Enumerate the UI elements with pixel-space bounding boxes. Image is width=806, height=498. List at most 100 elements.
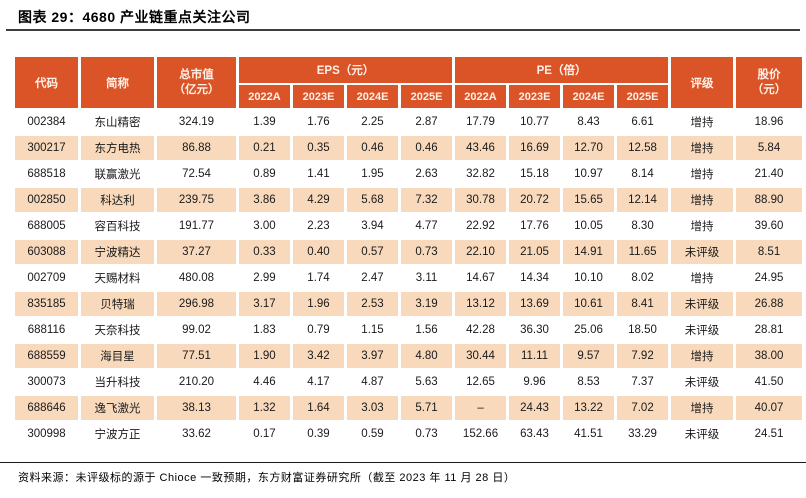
- cell-eps-2024e: 2.25: [347, 110, 398, 134]
- col-header-rating: 评级: [671, 57, 734, 108]
- col-group-pe: PE（倍）: [455, 57, 669, 83]
- cell-pe-2023e: 11.11: [509, 344, 561, 368]
- company-table: 代码 简称 总市值 （亿元） EPS（元） PE（倍） 评级 股价 （元） 20…: [12, 55, 805, 448]
- col-header-eps-2024e: 2024E: [347, 85, 398, 108]
- cell-rating: 未评级: [671, 370, 734, 394]
- cell-eps-2025e: 2.87: [401, 110, 453, 134]
- cell-name: 当升科技: [81, 370, 154, 394]
- cell-pe-2022a: 12.65: [455, 370, 507, 394]
- cell-rating: 未评级: [671, 318, 734, 342]
- market-cap-label-line2: （亿元）: [173, 83, 220, 96]
- cell-code: 002384: [15, 110, 78, 134]
- table-row: 002850 科达利 239.75 3.86 4.29 5.68 7.32 30.78 20.7…: [15, 188, 803, 212]
- cell-pe-2024e: 15.65: [563, 188, 615, 212]
- table-row: 002709 天赐材料 480.08 2.99 1.74 2.47 3.11 14.67 14.…: [15, 266, 803, 290]
- cell-eps-2023e: 0.40: [293, 240, 344, 264]
- cell-pe-2024e: 12.70: [563, 136, 615, 160]
- cell-pe-2022a: 13.12: [455, 292, 507, 316]
- cell-price: 18.96: [736, 110, 803, 134]
- cell-rating: 未评级: [671, 292, 734, 316]
- cell-pe-2022a: 152.66: [455, 422, 507, 446]
- cell-eps-2022a: 0.17: [239, 422, 290, 446]
- cell-code: 300998: [15, 422, 78, 446]
- cell-eps-2022a: 1.83: [239, 318, 290, 342]
- table-header: 代码 简称 总市值 （亿元） EPS（元） PE（倍） 评级 股价 （元） 20…: [15, 57, 803, 108]
- col-header-eps-2023e: 2023E: [293, 85, 344, 108]
- cell-pe-2023e: 16.69: [509, 136, 561, 160]
- cell-pe-2024e: 10.97: [563, 162, 615, 186]
- cell-eps-2023e: 2.23: [293, 214, 344, 238]
- cell-pe-2025e: 7.02: [617, 396, 669, 420]
- cell-eps-2025e: 0.73: [401, 422, 453, 446]
- cell-pe-2024e: 10.61: [563, 292, 615, 316]
- cell-name: 东山精密: [81, 110, 154, 134]
- cell-market-cap: 72.54: [157, 162, 236, 186]
- table-row: 688116 天奈科技 99.02 1.83 0.79 1.15 1.56 42.28 36.3…: [15, 318, 803, 342]
- table-row: 603088 宁波精达 37.27 0.33 0.40 0.57 0.73 22.10 21.0…: [15, 240, 803, 264]
- cell-pe-2025e: 18.50: [617, 318, 669, 342]
- cell-eps-2022a: 1.32: [239, 396, 290, 420]
- table-row: 688646 逸飞激光 38.13 1.32 1.64 3.03 5.71–24.43 13.…: [15, 396, 803, 420]
- cell-eps-2024e: 3.94: [347, 214, 398, 238]
- cell-price: 8.51: [736, 240, 803, 264]
- cell-pe-2022a: 22.92: [455, 214, 507, 238]
- cell-name: 贝特瑞: [81, 292, 154, 316]
- cell-pe-2025e: 33.29: [617, 422, 669, 446]
- cell-pe-2025e: 6.61: [617, 110, 669, 134]
- cell-price: 26.88: [736, 292, 803, 316]
- cell-eps-2022a: 0.21: [239, 136, 290, 160]
- market-cap-label-line1: 总市值: [179, 68, 214, 81]
- cell-eps-2024e: 1.95: [347, 162, 398, 186]
- cell-eps-2024e: 2.47: [347, 266, 398, 290]
- cell-pe-2022a: 42.28: [455, 318, 507, 342]
- cell-market-cap: 77.51: [157, 344, 236, 368]
- cell-price: 24.95: [736, 266, 803, 290]
- cell-market-cap: 296.98: [157, 292, 236, 316]
- cell-code: 688518: [15, 162, 78, 186]
- cell-pe-2023e: 14.34: [509, 266, 561, 290]
- cell-price: 38.00: [736, 344, 803, 368]
- cell-rating: 增持: [671, 344, 734, 368]
- cell-eps-2022a: 1.90: [239, 344, 290, 368]
- cell-eps-2025e: 5.63: [401, 370, 453, 394]
- cell-code: 002850: [15, 188, 78, 212]
- cell-eps-2025e: 7.32: [401, 188, 453, 212]
- cell-market-cap: 99.02: [157, 318, 236, 342]
- cell-pe-2023e: 21.05: [509, 240, 561, 264]
- cell-eps-2025e: 0.46: [401, 136, 453, 160]
- col-header-name: 简称: [81, 57, 154, 108]
- cell-code: 835185: [15, 292, 78, 316]
- cell-eps-2023e: 1.76: [293, 110, 344, 134]
- cell-eps-2022a: 0.33: [239, 240, 290, 264]
- cell-eps-2022a: 0.89: [239, 162, 290, 186]
- cell-pe-2024e: 41.51: [563, 422, 615, 446]
- cell-pe-2022a: 30.44: [455, 344, 507, 368]
- cell-pe-2025e: 8.41: [617, 292, 669, 316]
- cell-eps-2025e: 0.73: [401, 240, 453, 264]
- cell-price: 21.40: [736, 162, 803, 186]
- col-header-eps-2022a: 2022A: [239, 85, 290, 108]
- table-row: 688518 联赢激光 72.54 0.89 1.41 1.95 2.63 32.82 15.1…: [15, 162, 803, 186]
- cell-eps-2023e: 1.74: [293, 266, 344, 290]
- cell-pe-2023e: 36.30: [509, 318, 561, 342]
- cell-pe-2022a: 32.82: [455, 162, 507, 186]
- cell-eps-2023e: 4.17: [293, 370, 344, 394]
- source-note: 资料来源：未评级标的源于 Chioce 一致预期，东方财富证券研究所（截至 20…: [18, 472, 516, 484]
- col-header-eps-2025e: 2025E: [401, 85, 453, 108]
- cell-eps-2024e: 0.57: [347, 240, 398, 264]
- cell-eps-2024e: 0.59: [347, 422, 398, 446]
- cell-rating: 增持: [671, 396, 734, 420]
- cell-eps-2022a: 3.17: [239, 292, 290, 316]
- cell-pe-2025e: 12.14: [617, 188, 669, 212]
- cell-pe-2023e: 20.72: [509, 188, 561, 212]
- cell-market-cap: 86.88: [157, 136, 236, 160]
- cell-eps-2024e: 2.53: [347, 292, 398, 316]
- cell-rating: 增持: [671, 188, 734, 212]
- cell-eps-2025e: 4.80: [401, 344, 453, 368]
- cell-name: 联赢激光: [81, 162, 154, 186]
- cell-market-cap: 239.75: [157, 188, 236, 212]
- cell-market-cap: 38.13: [157, 396, 236, 420]
- cell-pe-2023e: 13.69: [509, 292, 561, 316]
- cell-pe-2025e: 7.37: [617, 370, 669, 394]
- cell-name: 天赐材料: [81, 266, 154, 290]
